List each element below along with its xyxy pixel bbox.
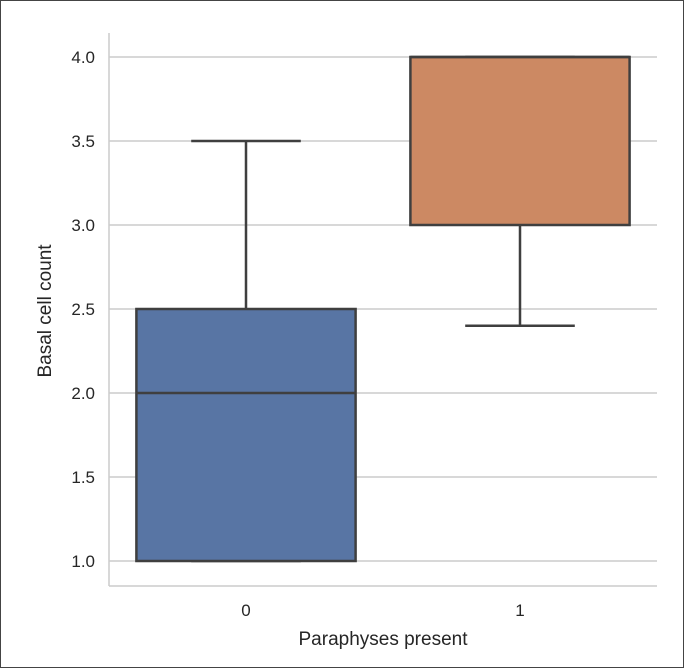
x-tick-label-0: 0 — [241, 601, 250, 620]
y-tick-label-6: 4.0 — [71, 48, 95, 67]
y-axis-label: Basal cell count — [35, 244, 56, 378]
y-tick-labels: 1.0 1.5 2.0 2.5 3.0 3.5 4.0 — [71, 48, 95, 571]
box-0 — [135, 139, 357, 563]
y-tick-label-3: 2.5 — [71, 300, 95, 319]
iqr-box-0 — [135, 307, 357, 563]
axes — [108, 33, 657, 587]
boxes — [135, 55, 631, 563]
y-tick-label-0: 1.0 — [71, 552, 95, 571]
iqr-box-1 — [409, 55, 631, 227]
y-tick-label-5: 3.5 — [71, 132, 95, 151]
y-tick-label-1: 1.5 — [71, 468, 95, 487]
x-tick-label-1: 1 — [515, 601, 524, 620]
x-axis-label: Paraphyses present — [299, 629, 469, 650]
y-tick-label-2: 2.0 — [71, 384, 95, 403]
box-1 — [409, 55, 631, 328]
y-tick-label-4: 3.0 — [71, 216, 95, 235]
